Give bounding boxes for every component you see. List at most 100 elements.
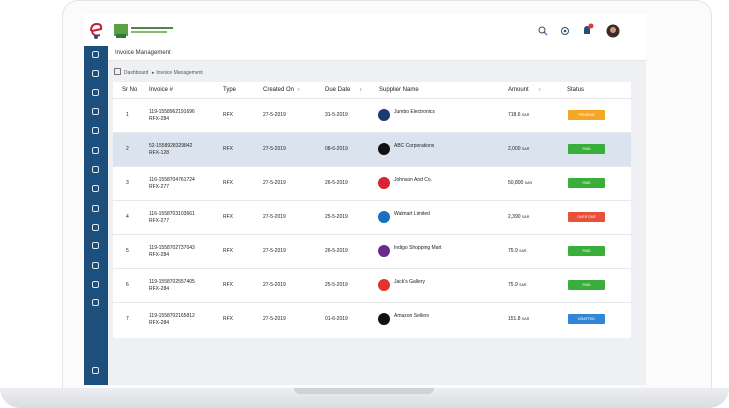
supplier-logo (378, 313, 390, 325)
sidebar-icon[interactable] (92, 367, 99, 374)
invoice-ref: RFX-284 (149, 320, 170, 326)
column-header[interactable]: Due Date ⇕ (325, 82, 362, 98)
supplier-name: Jack's Gallery (394, 279, 425, 285)
created-on: 27-5-2019 (263, 282, 286, 288)
sidebar-icon[interactable] (92, 299, 99, 306)
supplier-name: Jumbo Electronics (394, 109, 435, 115)
supplier-name: ABC Corporations (394, 143, 435, 149)
sort-icon[interactable]: ⇕ (538, 87, 542, 92)
sr-no: 5 (126, 248, 129, 254)
status-badge[interactable]: PAID (568, 144, 605, 154)
amount: 151.8 SAR (508, 316, 530, 322)
currency: SAR (521, 147, 530, 151)
sr-no: 6 (126, 282, 129, 288)
created-on: 27-5-2019 (263, 146, 286, 152)
amount: 50,800 SAR (508, 180, 533, 186)
notification-icon[interactable] (582, 23, 594, 37)
sidebar-icon[interactable] (92, 108, 99, 115)
type: RFX (223, 112, 233, 118)
currency: SAR (519, 249, 527, 253)
sidebar-icon[interactable] (92, 147, 99, 154)
sort-icon[interactable]: ⇕ (297, 87, 301, 92)
sidebar-icon[interactable] (92, 166, 99, 173)
type: RFX (223, 248, 233, 254)
sort-icon[interactable]: ⇕ (359, 87, 363, 92)
table-row[interactable]: 2 52-1558928329842 RFX-128 RFX 27-5-2019 08-6… (113, 132, 631, 166)
sidebar-icon[interactable] (92, 127, 99, 134)
invoice-number: 116-1558703103661 (149, 211, 195, 217)
sr-no: 2 (126, 146, 129, 152)
table-row[interactable]: 5 119-1558702737043 RFX-284 RFX 27-5-2019 26-… (113, 234, 631, 268)
invoice-ref: RFX-128 (149, 150, 170, 156)
supplier-logo (378, 245, 390, 257)
column-header: Type (223, 87, 237, 93)
currency: SAR (519, 283, 527, 287)
supplier-name: Indigo Shopping Mart (394, 245, 442, 251)
due-date: 25-5-2019 (325, 214, 348, 220)
supplier-logo (378, 109, 390, 121)
laptop-notch (294, 388, 434, 394)
status-badge[interactable]: PENDING (568, 110, 605, 120)
column-header[interactable]: Amount ⇕ (508, 82, 541, 98)
breadcrumb-separator: ▸ (151, 70, 155, 76)
status-badge[interactable]: PAID (568, 246, 605, 256)
due-date: 25-5-2019 (325, 282, 348, 288)
app-logo[interactable] (88, 22, 104, 40)
user-avatar[interactable] (606, 24, 620, 38)
supplier-logo (378, 279, 390, 291)
table-row[interactable]: 6 119-1558702557405 RFX-284 RFX 27-5-2019 25-… (113, 268, 631, 302)
status-badge[interactable]: OVER DUE (568, 212, 605, 222)
type: RFX (223, 214, 233, 220)
column-header[interactable]: Created On ⇕ (263, 82, 300, 98)
invoice-number: 119-1558962191696 (149, 109, 195, 115)
sr-no: 3 (126, 180, 129, 186)
amount: 75.9 SAR (508, 282, 527, 288)
column-header: Supplier Name (379, 87, 419, 93)
currency: SAR (521, 215, 530, 219)
breadcrumb-link[interactable]: Dashboard (124, 70, 149, 76)
sidebar-icon[interactable] (92, 224, 99, 231)
supplier-logo (378, 143, 390, 155)
laptop-base (0, 388, 729, 408)
sidebar-icon[interactable] (92, 89, 99, 96)
company-logo (114, 24, 173, 38)
sidebar-icon[interactable] (92, 51, 99, 58)
supplier-name: Walmart Limited (394, 211, 430, 217)
sidebar-icon[interactable] (92, 70, 99, 77)
status-badge[interactable]: PAID (568, 178, 605, 188)
due-date: 08-6-2019 (325, 146, 348, 152)
sidebar-icon[interactable] (92, 242, 99, 249)
top-bar (84, 14, 646, 47)
invoice-ref: RFX-284 (149, 116, 170, 122)
currency: SAR (524, 181, 533, 185)
table-row[interactable]: 3 116-1558704761724 RFX-277 RFX 27-5-2019 26-… (113, 166, 631, 200)
supplier-name: Amazon Sellers (394, 313, 430, 319)
settings-icon[interactable] (560, 26, 570, 36)
supplier-logo (378, 211, 390, 223)
sr-no: 7 (126, 316, 129, 322)
home-icon[interactable] (114, 68, 121, 75)
status-badge[interactable]: DRAFTED (568, 314, 605, 324)
sidebar-icon[interactable] (92, 205, 99, 212)
table-row[interactable]: 4 116-1558703103661 RFX-277 RFX 27-5-2019 25-… (113, 200, 631, 234)
status-badge[interactable]: PAID (568, 280, 605, 290)
sidebar-icon[interactable] (92, 281, 99, 288)
table-row[interactable]: 1 119-1558962191696 RFX-284 RFX 27-5-2019 31-… (113, 98, 631, 132)
invoice-number: 119-1558702165812 (149, 313, 195, 319)
sidebar-icon[interactable] (92, 185, 99, 192)
type: RFX (223, 282, 233, 288)
page-title: Invoice Management (108, 46, 646, 61)
created-on: 27-5-2019 (263, 214, 286, 220)
supplier-name: Johnson And Co. (394, 177, 433, 183)
type: RFX (223, 146, 233, 152)
breadcrumb-current: Invoice Management (156, 70, 203, 76)
search-icon[interactable] (538, 26, 548, 36)
invoice-number: 116-1558704761724 (149, 177, 195, 183)
invoice-ref: RFX-284 (149, 252, 170, 258)
sidebar-icon[interactable] (92, 262, 99, 269)
table-row[interactable]: 7 119-1558702165812 RFX-284 RFX 27-5-2019 01-… (113, 302, 631, 336)
created-on: 27-5-2019 (263, 316, 286, 322)
invoice-ref: RFX-277 (149, 218, 170, 224)
created-on: 27-5-2019 (263, 248, 286, 254)
